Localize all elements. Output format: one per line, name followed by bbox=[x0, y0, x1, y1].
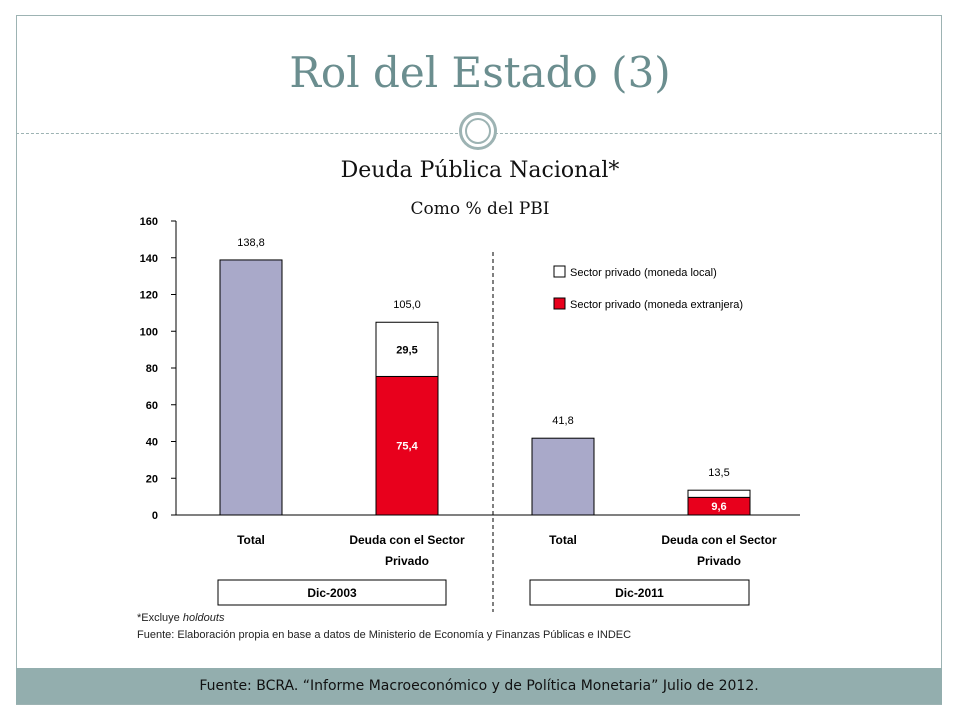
x-category-label: Total bbox=[237, 533, 265, 547]
x-category-label: Deuda con el Sector bbox=[349, 533, 465, 547]
footnote-prefix: *Excluye bbox=[137, 612, 183, 624]
legend-swatch bbox=[553, 265, 566, 278]
chart-notes: *Excluye holdouts Fuente: Elaboración pr… bbox=[137, 610, 631, 644]
period-box bbox=[217, 579, 447, 606]
slide-title: Rol del Estado (3) bbox=[289, 48, 671, 97]
bar-total-label: 13,5 bbox=[708, 467, 729, 479]
y-tick-label: 100 bbox=[140, 326, 158, 338]
bar-total-label: 105,0 bbox=[393, 299, 421, 311]
bar-segment bbox=[375, 321, 439, 377]
chart-title: Deuda Pública Nacional* bbox=[340, 158, 620, 183]
footnote: *Excluye holdouts bbox=[137, 610, 631, 627]
bar-segment-label: 9,6 bbox=[711, 501, 726, 513]
y-tick-label: 40 bbox=[146, 437, 158, 449]
chart-subtitle: Como % del PBI bbox=[410, 199, 550, 219]
period-box bbox=[529, 579, 750, 606]
bar-segment bbox=[375, 375, 439, 516]
x-category-label: Privado bbox=[697, 554, 741, 568]
ring-ornament-inner-icon bbox=[465, 118, 491, 144]
y-tick-label: 0 bbox=[152, 510, 158, 522]
legend-label: Sector privado (moneda local) bbox=[570, 267, 717, 279]
x-category-label: Deuda con el Sector bbox=[661, 533, 777, 547]
footnote-italic: holdouts bbox=[182, 612, 225, 624]
chart-source: Fuente: Elaboración propia en base a dat… bbox=[137, 629, 632, 641]
y-tick-label: 160 bbox=[140, 216, 158, 228]
legend-swatch bbox=[553, 297, 566, 310]
slide-frame bbox=[16, 15, 942, 705]
legend-label: Sector privado (moneda extranjera) bbox=[570, 299, 743, 311]
bar-total-label: 41,8 bbox=[552, 415, 573, 427]
y-tick-label: 60 bbox=[146, 400, 158, 412]
bar-segment-label: 75,4 bbox=[396, 441, 418, 453]
bar-segment bbox=[687, 489, 751, 498]
x-category-label: Total bbox=[549, 533, 577, 547]
bar-segment bbox=[531, 437, 595, 516]
period-label: Dic-2011 bbox=[615, 586, 664, 600]
x-category-label: Privado bbox=[385, 554, 429, 568]
y-tick-label: 140 bbox=[140, 253, 158, 265]
bar-total-label: 138,8 bbox=[237, 237, 265, 249]
bar-segment bbox=[219, 259, 283, 516]
period-label: Dic-2003 bbox=[307, 586, 357, 600]
slide-footer: Fuente: BCRA. “Informe Macroeconómico y … bbox=[16, 668, 942, 704]
y-tick-label: 80 bbox=[146, 363, 158, 375]
y-tick-label: 20 bbox=[146, 473, 158, 485]
y-tick-label: 120 bbox=[140, 290, 158, 302]
bar-segment-label: 29,5 bbox=[396, 344, 417, 356]
